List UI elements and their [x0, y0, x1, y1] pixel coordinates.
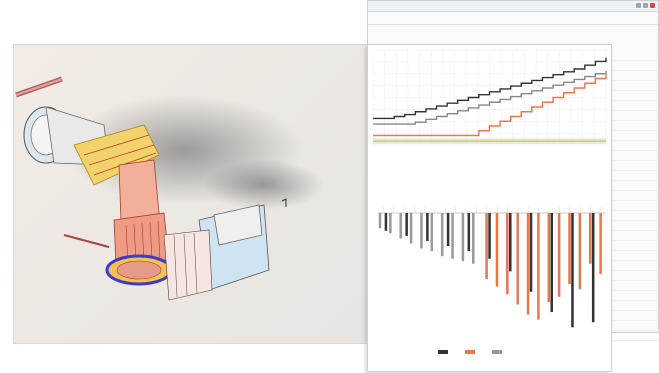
shadow-shape	[204, 160, 324, 210]
bar	[599, 213, 602, 274]
series-line	[373, 73, 607, 137]
property-row[interactable]	[613, 281, 659, 291]
bar	[547, 213, 551, 302]
window-controls	[636, 3, 655, 8]
chart-panel	[367, 44, 612, 372]
bar	[409, 213, 413, 244]
property-row[interactable]	[613, 151, 659, 161]
property-row[interactable]	[613, 61, 659, 71]
bar	[588, 213, 592, 264]
property-row[interactable]	[613, 81, 659, 91]
pipe-segment	[63, 234, 110, 248]
property-row[interactable]	[613, 51, 659, 61]
bar	[591, 213, 595, 323]
property-row[interactable]	[613, 101, 659, 111]
bottom-legend	[438, 350, 505, 354]
legend-item	[438, 350, 451, 354]
bar	[568, 213, 571, 285]
bar	[384, 213, 388, 231]
bar-chart	[378, 207, 606, 328]
bar	[446, 213, 450, 247]
property-row[interactable]	[613, 311, 659, 321]
bar	[426, 213, 429, 241]
close-icon[interactable]	[650, 3, 655, 8]
property-row[interactable]	[613, 291, 659, 301]
property-row[interactable]	[613, 71, 659, 81]
base-ring	[105, 254, 173, 286]
bar	[451, 213, 454, 259]
bar	[430, 213, 434, 252]
property-row[interactable]	[613, 91, 659, 101]
property-row[interactable]	[613, 251, 659, 261]
property-row[interactable]	[613, 261, 659, 271]
property-row[interactable]	[613, 161, 659, 171]
bar	[557, 213, 561, 297]
tunnel-cylinder	[23, 106, 110, 166]
legend-item	[465, 350, 478, 354]
bar	[485, 213, 488, 280]
bar	[389, 213, 392, 234]
background-window-titlebar	[368, 1, 658, 12]
bar	[399, 213, 402, 239]
series-line	[373, 70, 607, 125]
bar	[472, 213, 475, 264]
cursor-icon	[281, 198, 287, 207]
bar	[506, 213, 509, 295]
bar	[550, 213, 553, 313]
building-block	[163, 204, 270, 301]
property-row[interactable]	[613, 231, 659, 241]
bar	[509, 213, 512, 272]
conveyor-section	[73, 124, 160, 186]
legend-swatch	[438, 350, 448, 354]
3d-model-render	[15, 76, 324, 301]
bar	[405, 213, 408, 236]
property-row[interactable]	[613, 171, 659, 181]
property-row[interactable]	[613, 131, 659, 141]
vertical-shaft	[113, 159, 170, 266]
property-row[interactable]	[613, 221, 659, 231]
bar	[529, 213, 533, 292]
step-line-chart	[372, 49, 607, 146]
bar	[578, 213, 582, 290]
properties-column	[613, 51, 659, 341]
property-row[interactable]	[613, 241, 659, 251]
bar	[516, 213, 519, 305]
model-viewport[interactable]	[13, 44, 370, 344]
series-line	[373, 57, 607, 120]
maximize-icon[interactable]	[643, 3, 648, 8]
legend-swatch	[465, 350, 475, 354]
legend-swatch	[492, 350, 502, 354]
bar	[488, 213, 491, 259]
bar	[378, 213, 382, 229]
bar	[467, 213, 471, 252]
bar	[420, 213, 423, 249]
property-row[interactable]	[613, 121, 659, 131]
minimize-icon[interactable]	[636, 3, 641, 8]
property-row[interactable]	[613, 271, 659, 281]
property-row[interactable]	[613, 211, 659, 221]
bar	[495, 213, 499, 287]
property-row[interactable]	[613, 201, 659, 211]
legend-item	[492, 350, 505, 354]
bar	[461, 213, 465, 262]
bar	[537, 213, 540, 320]
property-row[interactable]	[613, 301, 659, 311]
property-row[interactable]	[613, 111, 659, 121]
pipe-segment	[15, 76, 63, 98]
bar	[440, 213, 444, 257]
property-row[interactable]	[613, 141, 659, 151]
property-row[interactable]	[613, 321, 659, 331]
property-row[interactable]	[613, 331, 659, 341]
bar	[526, 213, 530, 315]
bar	[571, 213, 574, 328]
property-row[interactable]	[613, 181, 659, 191]
property-row[interactable]	[613, 191, 659, 201]
background-window-toolbar	[368, 12, 658, 25]
